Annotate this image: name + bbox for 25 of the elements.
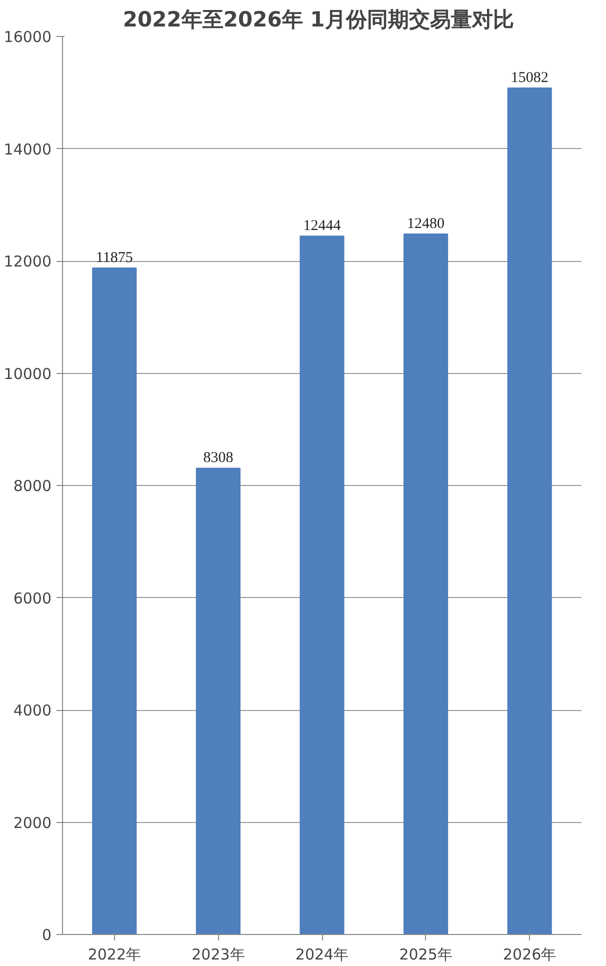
- bar: [92, 268, 137, 934]
- data-label: 11875: [96, 250, 133, 266]
- x-tick-label: 2024年: [295, 946, 349, 964]
- y-tick-label: 2000: [13, 814, 52, 832]
- y-tick-label: 8000: [13, 477, 52, 495]
- y-tick-label: 0: [42, 926, 52, 944]
- y-tick-label: 4000: [13, 702, 52, 720]
- data-label: 15082: [510, 70, 548, 86]
- x-tick-label: 2022年: [88, 946, 141, 964]
- bar: [196, 468, 240, 934]
- data-label: 8308: [203, 450, 234, 466]
- x-tick-label: 2026年: [503, 946, 556, 964]
- data-label: 12444: [303, 218, 342, 234]
- x-tick-label: 2023年: [192, 946, 245, 964]
- y-tick-label: 10000: [4, 364, 52, 383]
- y-tick-label: 12000: [4, 252, 52, 270]
- x-tick-label: 2025年: [399, 946, 452, 964]
- bar: [300, 236, 344, 934]
- data-label: 12480: [407, 216, 445, 232]
- y-tick-label: 6000: [13, 589, 52, 608]
- bar: [507, 88, 552, 934]
- chart-title: 2022年至2026年 1月份同期交易量对比: [122, 8, 514, 32]
- y-tick-label: 16000: [4, 28, 52, 46]
- y-tick-label: 14000: [4, 140, 52, 158]
- bar: [404, 234, 448, 934]
